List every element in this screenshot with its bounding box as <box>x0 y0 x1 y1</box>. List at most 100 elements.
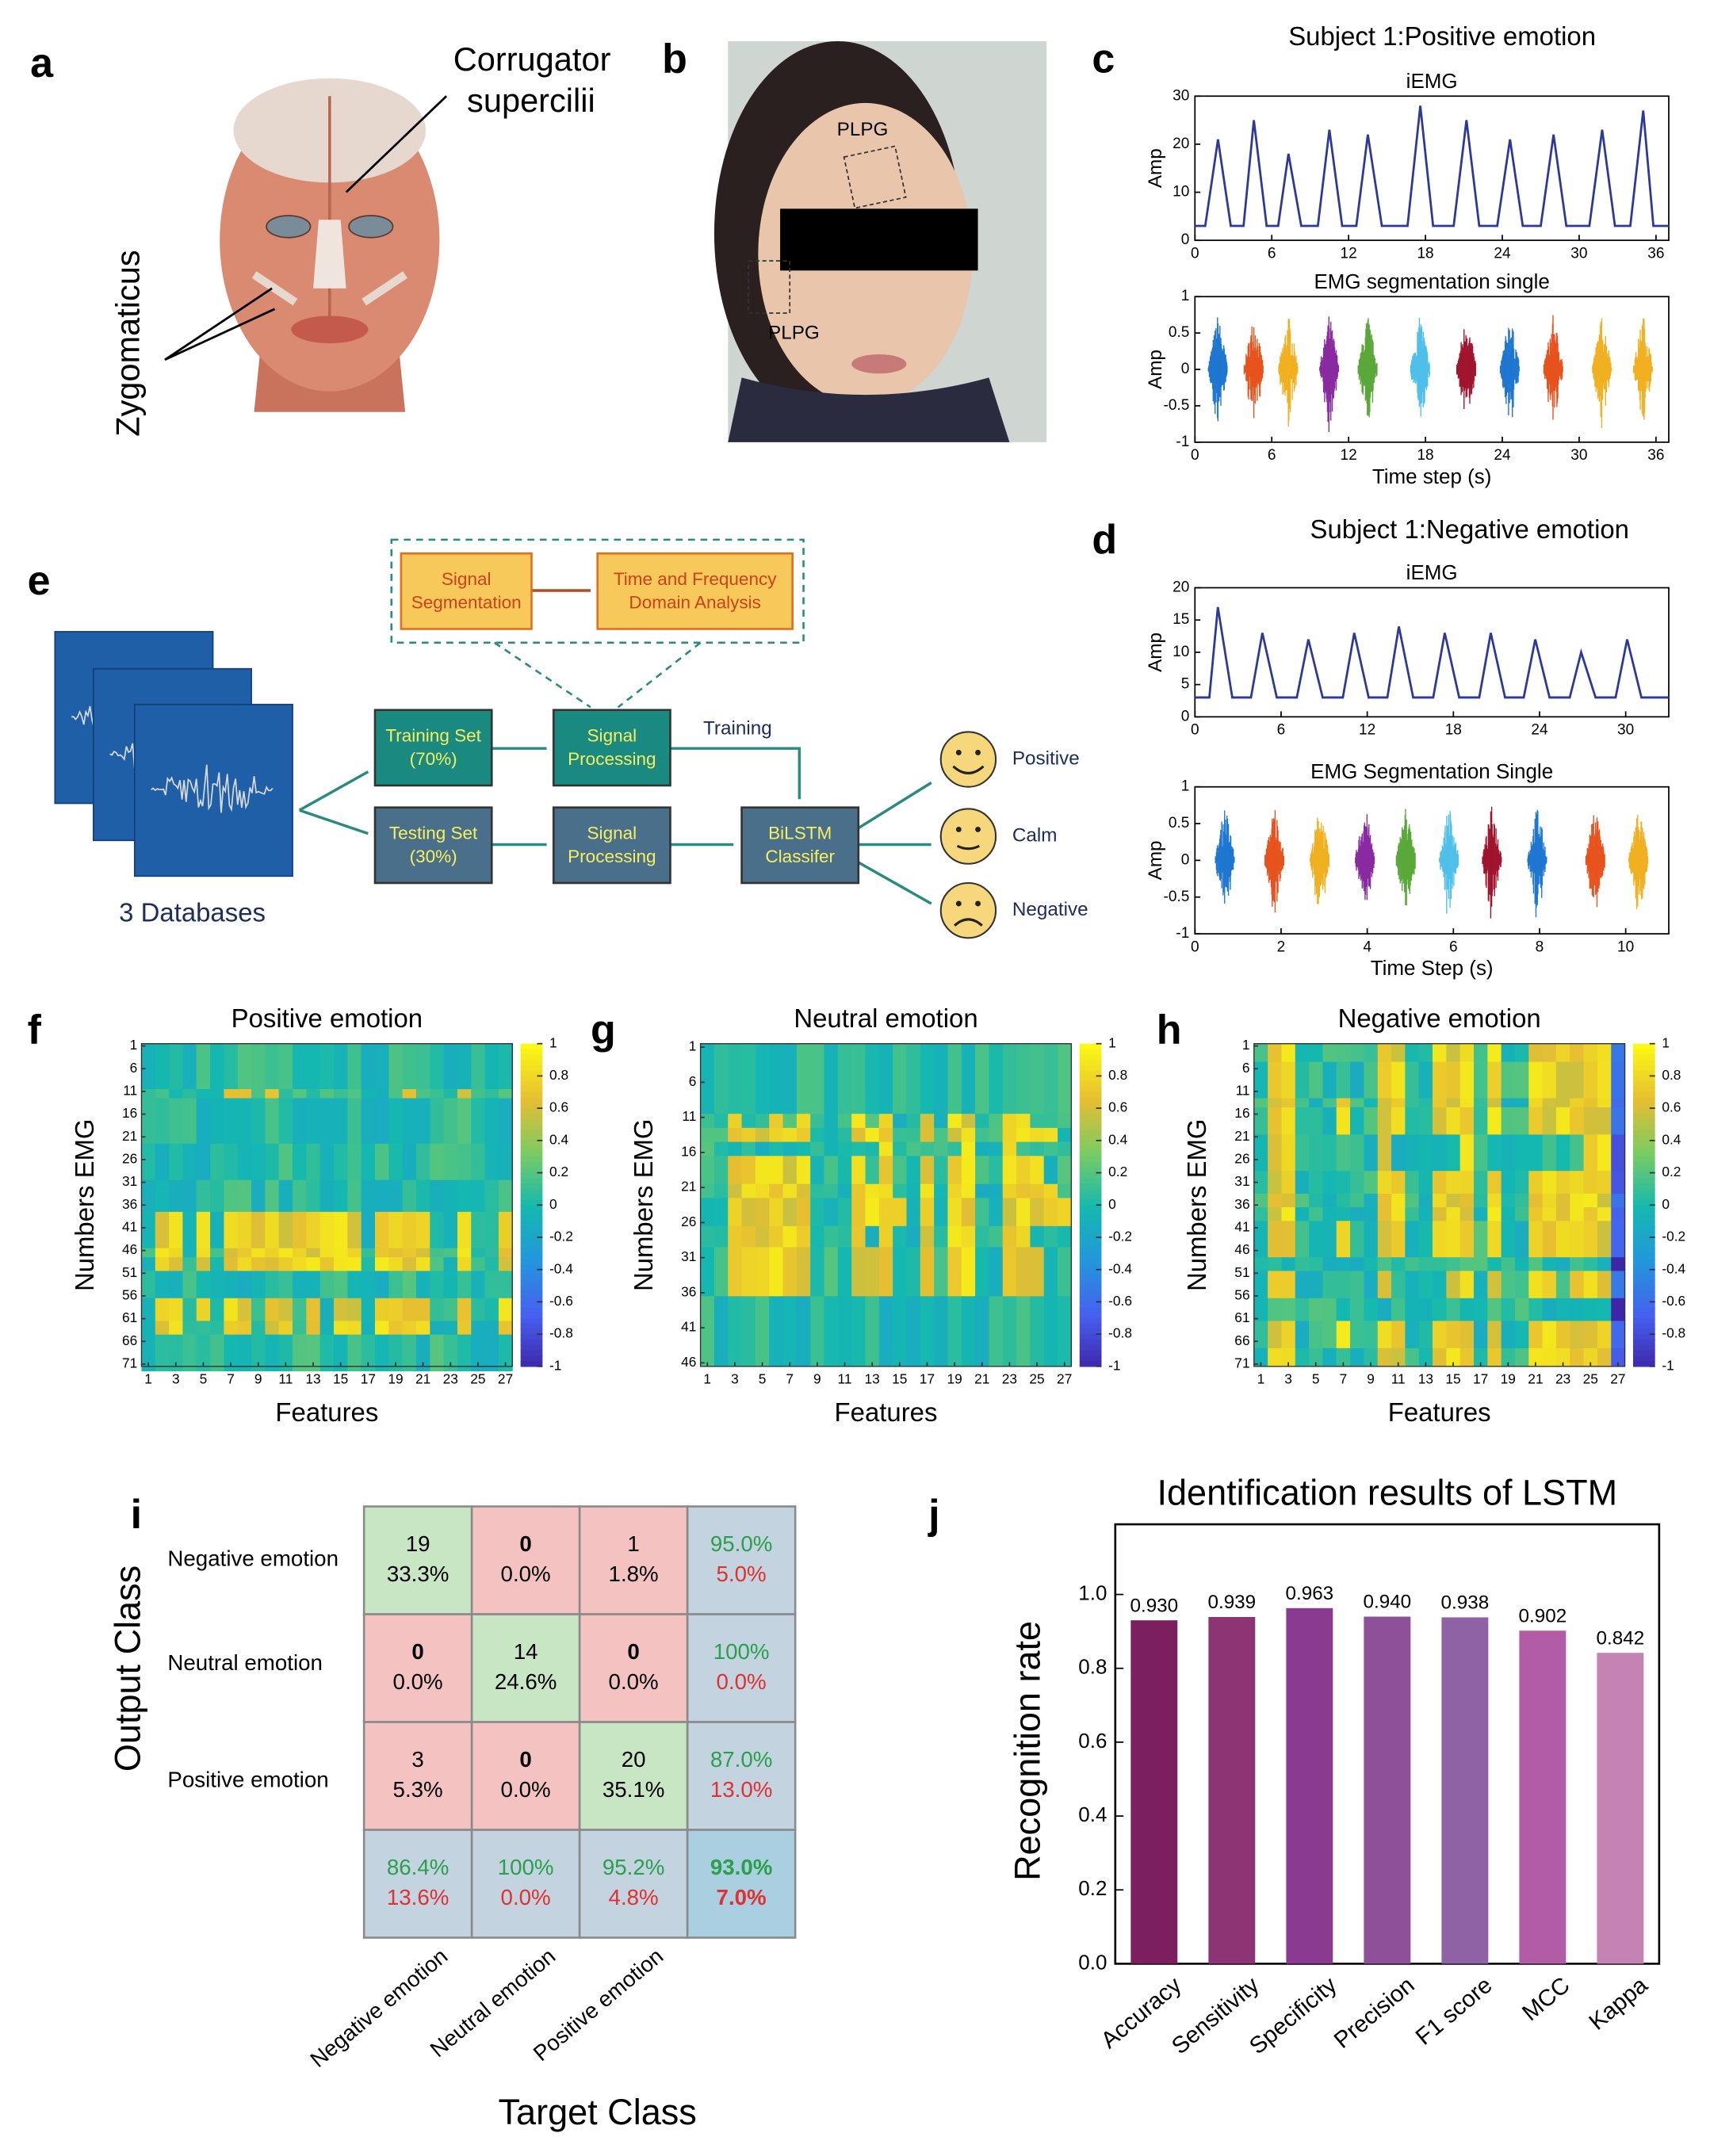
heatmap-cell <box>741 1296 756 1367</box>
heatmap-cell <box>210 1098 224 1145</box>
heatmap-cell <box>1542 1271 1557 1299</box>
heatmap-cell <box>1377 1171 1392 1195</box>
panel-letter: b <box>662 36 687 82</box>
heatmap-cell <box>1446 1321 1461 1349</box>
output-label: Negative <box>1012 899 1088 920</box>
colorbar-step <box>520 1054 543 1061</box>
panel-letter: d <box>1092 517 1117 563</box>
x-tick-label: 23 <box>443 1371 458 1387</box>
heatmap-cell <box>293 1143 307 1181</box>
y-tick-label: 36 <box>681 1283 696 1299</box>
heatmap-cell <box>1405 1098 1420 1108</box>
x-tick-label: 9 <box>1367 1371 1375 1387</box>
heatmap-cell <box>1487 1043 1502 1063</box>
heatmap-cell <box>865 1225 880 1248</box>
x-tick-label: 7 <box>786 1371 794 1387</box>
heatmap-cell <box>224 1211 239 1249</box>
heatmap-cell <box>498 1211 513 1249</box>
colorbar-step <box>1632 1248 1655 1255</box>
heatmap-cell <box>1611 1321 1626 1349</box>
colorbar-step <box>520 1334 543 1340</box>
heatmap-cell <box>210 1248 224 1258</box>
heatmap-cell <box>810 1043 825 1114</box>
heatmap-cell <box>1597 1134 1612 1172</box>
heatmap-cell <box>755 1114 770 1129</box>
x-tick-label: 1 <box>144 1371 152 1387</box>
heatmap-cell <box>741 1247 756 1297</box>
colorbar-label: 0.4 <box>1662 1131 1681 1147</box>
y-tick-label: 26 <box>122 1150 137 1166</box>
colorbar-step <box>1632 1226 1655 1233</box>
emg-burst <box>1319 316 1340 432</box>
heatmap-cell <box>920 1296 935 1367</box>
heatmap-cell <box>1570 1193 1585 1208</box>
heatmap-cell <box>334 1043 348 1090</box>
matrix-count: 0 <box>411 1639 423 1664</box>
y-tick-label: 46 <box>122 1241 137 1257</box>
bar <box>1364 1616 1411 1964</box>
heatmap-cell <box>1446 1107 1461 1135</box>
colorbar-step <box>520 1151 543 1157</box>
colorbar-step <box>1079 1307 1102 1313</box>
matrix-count: 3 <box>411 1747 423 1772</box>
heatmap-cell <box>1281 1207 1296 1221</box>
heatmap-cell <box>1268 1321 1282 1349</box>
database-wave <box>151 764 274 813</box>
heatmap-cell <box>851 1198 866 1227</box>
heatmap-cell <box>906 1114 921 1129</box>
heatmap-cell <box>1446 1193 1461 1208</box>
heatmap-cell <box>893 1225 907 1248</box>
heatmap-cell <box>865 1247 880 1297</box>
heatmap-cell <box>1405 1271 1420 1299</box>
emg-burst <box>1482 806 1502 919</box>
heatmap-cell <box>975 1156 989 1185</box>
heatmap-cell <box>1336 1107 1351 1135</box>
matrix-summary: 86.4% <box>387 1855 449 1879</box>
heatmap-cell <box>728 1141 743 1156</box>
heatmap-cell <box>1253 1134 1268 1172</box>
heatmap-cell <box>265 1334 280 1372</box>
heatmap-cell <box>1473 1298 1488 1321</box>
heatmap-cell <box>796 1114 811 1129</box>
heatmap-cell <box>1364 1298 1379 1321</box>
heatmap-cell <box>210 1271 224 1299</box>
heatmap-cell <box>1030 1114 1045 1129</box>
heatmap-cell <box>1405 1221 1420 1258</box>
heatmap-cell <box>265 1257 280 1271</box>
y-tick-label: 15 <box>1173 611 1189 628</box>
matrix-count: 14 <box>514 1639 538 1664</box>
colorbar-step <box>1079 1350 1102 1356</box>
heatmap-cell <box>265 1089 280 1099</box>
heatmap-cell <box>1459 1348 1475 1367</box>
heatmap-cell <box>1405 1321 1420 1349</box>
heatmap-cell <box>851 1296 866 1367</box>
heatmap-cell <box>1058 1225 1072 1248</box>
heatmap-cell <box>824 1156 839 1185</box>
heatmap-cell <box>319 1271 335 1299</box>
axis-label: Numbers EMG <box>629 1118 658 1291</box>
panel-title: Subject 1:Negative emotion <box>1310 514 1629 544</box>
heatmap-cell <box>334 1321 348 1336</box>
heatmap-cell <box>1309 1348 1323 1367</box>
heatmap-cell <box>1433 1298 1447 1321</box>
heatmap-cell <box>1377 1043 1392 1063</box>
emg-burst <box>1632 318 1653 420</box>
heatmap-cell <box>155 1298 170 1321</box>
heatmap-cell <box>1309 1134 1323 1172</box>
x-tick-label: 12 <box>1341 246 1357 262</box>
colorbar-step <box>520 1070 543 1077</box>
colorbar-step <box>520 1205 543 1211</box>
heatmap-cell <box>196 1179 211 1213</box>
colorbar-step <box>1079 1286 1102 1292</box>
colorbar-step <box>520 1167 543 1174</box>
heatmap-cell <box>237 1334 252 1372</box>
heatmap-cell <box>782 1247 798 1297</box>
heatmap-cell <box>402 1043 417 1090</box>
emoji-eye <box>955 900 962 907</box>
heatmap-cell <box>471 1043 486 1090</box>
heatmap-cell <box>1364 1061 1379 1099</box>
heatmap-cell <box>1583 1348 1598 1367</box>
y-tick-label: 0.0 <box>1078 1950 1107 1974</box>
heatmap-cell <box>1459 1134 1475 1172</box>
heatmap-cell <box>1583 1043 1598 1063</box>
